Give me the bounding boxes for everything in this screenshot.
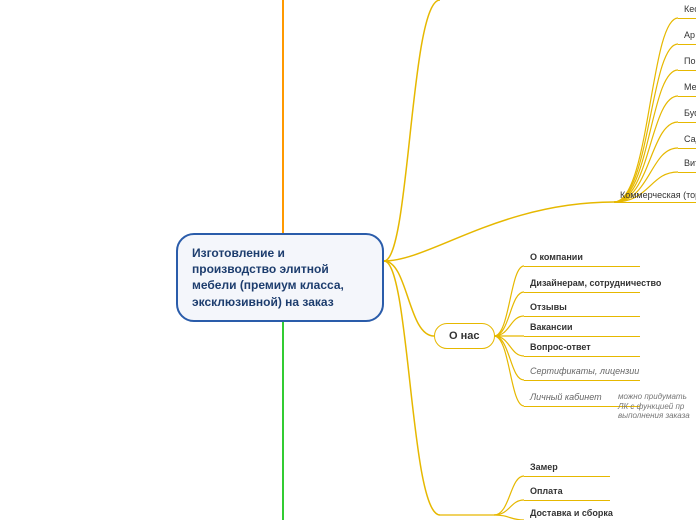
- about-leaf-2[interactable]: Отзывы: [530, 302, 567, 314]
- underline-commercial: [614, 202, 696, 203]
- top-leaf-3[interactable]: Ме: [684, 82, 696, 94]
- root-fan-1: [384, 0, 440, 261]
- bottom-leaf-underline-1: [524, 500, 610, 501]
- about-label: О нас: [449, 330, 480, 342]
- top-leaf-6[interactable]: Вит: [684, 158, 696, 170]
- bottom-leaf-underline-0: [524, 476, 610, 477]
- root-node[interactable]: Изготовление и производство элитной мебе…: [176, 233, 384, 322]
- about-leaf-underline-5: [524, 380, 640, 381]
- about-leaf-1[interactable]: Дизайнерам, сотрудничество: [530, 278, 661, 290]
- about-leaf-5[interactable]: Сертификаты, лицензии: [530, 366, 639, 378]
- root-fan-3: [384, 261, 434, 336]
- leaf-commercial[interactable]: Коммерческая (торговая: [620, 190, 696, 202]
- top-leaf-underline-6: [678, 172, 696, 173]
- bottom-leaf-2[interactable]: Доставка и сборка: [530, 508, 613, 520]
- top-leaf-5[interactable]: Сад: [684, 134, 696, 146]
- root-label: Изготовление и производство элитной мебе…: [192, 246, 344, 309]
- bottom-leaf-1[interactable]: Оплата: [530, 486, 563, 498]
- about-node[interactable]: О нас: [434, 323, 495, 349]
- about-leaf-3[interactable]: Вакансии: [530, 322, 573, 334]
- top-leaf-underline-4: [678, 122, 696, 123]
- about-leaf-6[interactable]: Личный кабинет: [530, 392, 602, 404]
- about-leaf-underline-1: [524, 292, 640, 293]
- about-leaf-0[interactable]: О компании: [530, 252, 583, 264]
- about-leaf-underline-2: [524, 316, 640, 317]
- top-leaf-4[interactable]: Буф: [684, 108, 696, 120]
- top-leaf-underline-0: [678, 18, 696, 19]
- top-leaf-underline-5: [678, 148, 696, 149]
- top-leaf-underline-3: [678, 96, 696, 97]
- about-leaf-underline-0: [524, 266, 640, 267]
- about-leaf-underline-4: [524, 356, 640, 357]
- about-leaf-note-6: можно придумать ЛК с функцией првыполнен…: [618, 392, 696, 421]
- top-leaf-2[interactable]: По: [684, 56, 695, 68]
- top-leaf-underline-2: [678, 70, 696, 71]
- bottom-leaf-0[interactable]: Замер: [530, 462, 558, 474]
- top-leaf-underline-1: [678, 44, 696, 45]
- root-fan-4: [384, 261, 440, 515]
- top-leaf-0[interactable]: Кес: [684, 4, 696, 16]
- top-leaf-1[interactable]: Ар: [684, 30, 695, 42]
- about-leaf-4[interactable]: Вопрос-ответ: [530, 342, 591, 354]
- about-leaf-underline-3: [524, 336, 640, 337]
